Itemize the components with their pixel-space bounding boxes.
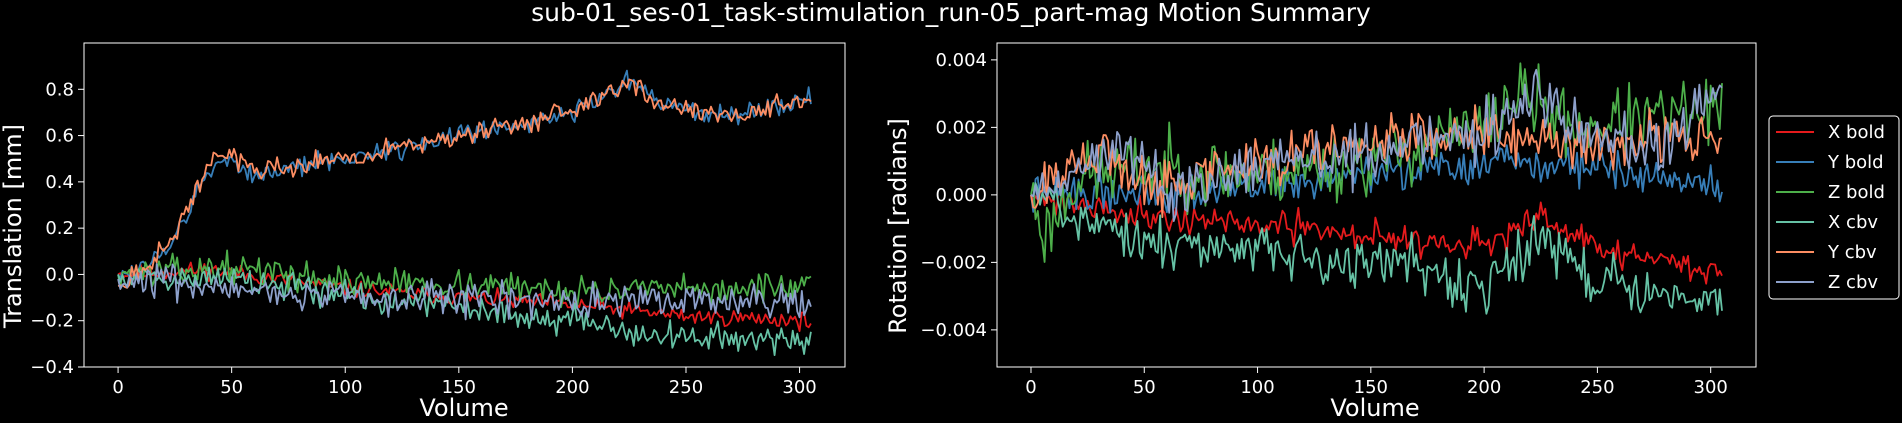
legend-label: Z cbv — [1828, 272, 1878, 293]
plot-frame — [83, 42, 846, 368]
y-tick-label: 0.002 — [935, 117, 987, 138]
x-tick-label: 250 — [1580, 377, 1614, 398]
y-tick-label: 0.6 — [45, 126, 74, 147]
translation-y-axis-label: Translation [mm] — [0, 124, 27, 329]
y-tick-label: −0.002 — [920, 252, 987, 273]
x-tick-label: 50 — [1133, 377, 1156, 398]
x-tick-label: 100 — [1240, 377, 1274, 398]
plot-lines — [117, 69, 812, 357]
x-tick-label: 0 — [112, 377, 123, 398]
translation-panel: Volume Translation [mm] 0 50 100 150 200 250 3… — [0, 42, 846, 422]
legend-label: X bold — [1828, 122, 1885, 143]
series-line-z-cbv — [1030, 68, 1723, 222]
x-tick-label: 0 — [1025, 377, 1036, 398]
y-tick-label: −0.004 — [920, 320, 987, 341]
series-line-y-bold — [117, 69, 812, 280]
x-tick-label: 300 — [1694, 377, 1728, 398]
x-tick-label: 200 — [555, 377, 589, 398]
x-tick-label: 150 — [442, 377, 476, 398]
y-tick-label: −0.2 — [30, 311, 74, 332]
y-tick-label: 0.2 — [45, 218, 74, 239]
x-tick-label: 50 — [220, 377, 243, 398]
legend-label: X cbv — [1828, 212, 1878, 233]
y-tick-label: 0.8 — [45, 79, 74, 100]
figure-title: sub-01_ses-01_task-stimulation_run-05_pa… — [531, 0, 1371, 27]
rotation-x-axis-label: Volume — [1330, 394, 1419, 422]
rotation-panel: Volume Rotation [radians] 0 50 100 150 200 25… — [884, 42, 1757, 422]
y-tick-label: 0.0 — [45, 264, 74, 285]
series-line-y-cbv — [117, 78, 812, 289]
legend-label: Y bold — [1827, 152, 1884, 173]
plot-lines — [1030, 62, 1723, 316]
y-tick-label: −0.4 — [30, 357, 74, 378]
x-tick-label: 100 — [328, 377, 362, 398]
series-line-z-bold — [117, 249, 812, 310]
series-line-x-cbv — [1030, 182, 1723, 316]
y-tick-label: 0.004 — [935, 50, 987, 71]
series-line-z-cbv — [117, 263, 812, 321]
x-tick-label: 300 — [782, 377, 816, 398]
series-line-x-bold — [1030, 190, 1723, 285]
x-tick-label: 250 — [669, 377, 703, 398]
y-tick-label: 0.4 — [45, 172, 74, 193]
legend: X bold Y bold Z bold X cbv Y cbv Z cbv — [1768, 115, 1900, 300]
plot-frame — [996, 42, 1757, 368]
translation-x-axis-label: Volume — [419, 394, 508, 422]
x-tick-label: 200 — [1467, 377, 1501, 398]
y-tick-label: 0.000 — [935, 185, 987, 206]
rotation-y-axis-label: Rotation [radians] — [884, 118, 912, 334]
x-tick-label: 150 — [1354, 377, 1388, 398]
legend-label: Z bold — [1828, 182, 1885, 203]
legend-label: Y cbv — [1827, 242, 1877, 263]
